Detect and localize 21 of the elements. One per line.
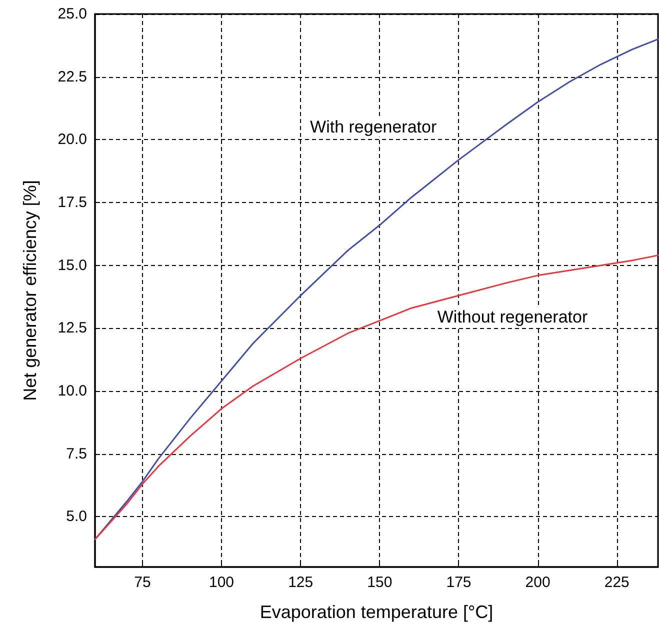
- x-tick-label: 225: [604, 574, 630, 591]
- y-tick-label: 7.5: [66, 445, 87, 462]
- x-tick-label: 100: [209, 574, 234, 591]
- y-tick-label: 10.0: [58, 382, 87, 400]
- line-series: [94, 254, 659, 540]
- y-axis-title: Net generator efficiency [%]: [20, 180, 40, 401]
- x-tick-label: 125: [288, 574, 314, 591]
- x-tick-label: 200: [525, 574, 550, 591]
- series-label: With regenerator: [310, 118, 437, 137]
- x-tick-label: 175: [446, 574, 472, 591]
- y-tick-label: 5.0: [66, 508, 87, 526]
- x-tick-label: 75: [134, 574, 151, 591]
- x-axis-title: Evaporation temperature [°C]: [260, 602, 494, 622]
- y-tick-label: 12.5: [58, 320, 87, 337]
- x-tick-label: 150: [367, 574, 392, 591]
- series-label: Without regenerator: [437, 307, 588, 326]
- y-tick-label: 15.0: [58, 256, 87, 274]
- y-tick-label: 22.5: [58, 68, 87, 86]
- y-tick-label: 20.0: [58, 131, 87, 148]
- y-tick-label: 25.0: [58, 6, 87, 22]
- y-tick-label: 17.5: [58, 194, 87, 212]
